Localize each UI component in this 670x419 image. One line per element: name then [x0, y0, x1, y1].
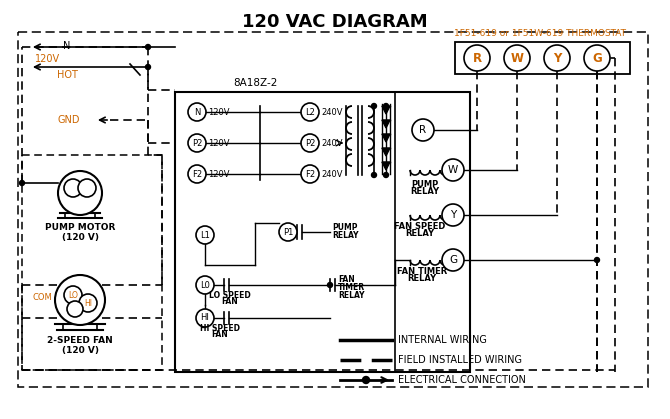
Circle shape [371, 173, 377, 178]
Text: PUMP: PUMP [332, 222, 358, 232]
Circle shape [504, 45, 530, 71]
Text: LO SPEED: LO SPEED [209, 291, 251, 300]
Text: F2: F2 [192, 170, 202, 178]
Text: P2: P2 [192, 139, 202, 147]
Text: R: R [419, 125, 427, 135]
Text: FAN SPEED: FAN SPEED [395, 222, 446, 231]
Circle shape [544, 45, 570, 71]
Circle shape [188, 165, 206, 183]
Text: 2-SPEED FAN
(120 V): 2-SPEED FAN (120 V) [47, 336, 113, 355]
Circle shape [362, 377, 369, 383]
Circle shape [371, 103, 377, 109]
Text: PUMP MOTOR
(120 V): PUMP MOTOR (120 V) [45, 223, 115, 243]
Text: COM: COM [32, 293, 52, 303]
Text: G: G [449, 255, 457, 265]
Circle shape [442, 249, 464, 271]
Text: 1F51-619 or 1F51W-619 THERMOSTAT: 1F51-619 or 1F51W-619 THERMOSTAT [454, 29, 626, 38]
Text: FAN: FAN [222, 297, 239, 306]
Text: ELECTRICAL CONNECTION: ELECTRICAL CONNECTION [398, 375, 526, 385]
Circle shape [145, 65, 151, 70]
Circle shape [301, 103, 319, 121]
Circle shape [145, 44, 151, 49]
Circle shape [67, 301, 83, 317]
Text: GND: GND [58, 115, 80, 125]
Circle shape [279, 223, 297, 241]
Text: FAN: FAN [338, 276, 354, 285]
Circle shape [188, 134, 206, 152]
Text: W: W [448, 165, 458, 175]
Circle shape [196, 309, 214, 327]
Circle shape [328, 282, 332, 287]
Circle shape [383, 103, 389, 109]
Polygon shape [382, 120, 390, 128]
Text: 120V: 120V [208, 170, 230, 178]
Circle shape [412, 119, 434, 141]
Text: W: W [511, 52, 523, 65]
Circle shape [79, 294, 97, 312]
Text: 240V: 240V [321, 170, 342, 178]
Text: RELAY: RELAY [338, 292, 364, 300]
Polygon shape [382, 134, 390, 142]
Circle shape [594, 258, 600, 262]
Polygon shape [382, 106, 390, 114]
Text: LO: LO [68, 290, 78, 300]
Circle shape [78, 179, 96, 197]
Circle shape [19, 181, 25, 186]
Text: RELAY: RELAY [332, 230, 358, 240]
Text: TIMER: TIMER [338, 284, 365, 292]
Text: FIELD INSTALLED WIRING: FIELD INSTALLED WIRING [398, 355, 522, 365]
Text: FAN TIMER: FAN TIMER [397, 267, 447, 276]
Text: G: G [592, 52, 602, 65]
Circle shape [442, 159, 464, 181]
Circle shape [58, 171, 102, 215]
Circle shape [188, 103, 206, 121]
Text: F2: F2 [305, 170, 315, 178]
Text: Y: Y [553, 52, 561, 65]
Circle shape [196, 276, 214, 294]
Text: HI SPEED: HI SPEED [200, 324, 240, 333]
Text: L1: L1 [200, 230, 210, 240]
Text: 240V: 240V [321, 108, 342, 116]
Circle shape [64, 179, 82, 197]
Circle shape [464, 45, 490, 71]
Text: P2: P2 [305, 139, 315, 147]
Text: N: N [63, 41, 71, 51]
Text: N: N [194, 108, 200, 116]
Text: HI: HI [84, 298, 92, 308]
Text: RELAY: RELAY [405, 229, 435, 238]
Text: HOT: HOT [57, 70, 78, 80]
Text: Y: Y [450, 210, 456, 220]
Circle shape [64, 286, 82, 304]
Text: 120V: 120V [208, 108, 230, 116]
Text: HI: HI [200, 313, 210, 323]
Circle shape [442, 204, 464, 226]
Polygon shape [382, 162, 390, 170]
Text: 8A18Z-2: 8A18Z-2 [232, 78, 277, 88]
Circle shape [55, 275, 105, 325]
Text: RELAY: RELAY [411, 187, 440, 196]
Circle shape [301, 165, 319, 183]
Circle shape [301, 134, 319, 152]
Text: 120 VAC DIAGRAM: 120 VAC DIAGRAM [242, 13, 428, 31]
Text: 120V: 120V [35, 54, 60, 64]
Text: R: R [472, 52, 482, 65]
Circle shape [196, 226, 214, 244]
Text: L0: L0 [200, 280, 210, 290]
Circle shape [584, 45, 610, 71]
Text: RELAY: RELAY [407, 274, 437, 283]
Text: 120V: 120V [208, 139, 230, 147]
Text: PUMP: PUMP [411, 180, 439, 189]
Text: 240V: 240V [321, 139, 342, 147]
Circle shape [383, 173, 389, 178]
Text: FAN: FAN [212, 330, 228, 339]
Polygon shape [382, 148, 390, 156]
Text: INTERNAL WIRING: INTERNAL WIRING [398, 335, 487, 345]
Text: L2: L2 [305, 108, 315, 116]
Text: P1: P1 [283, 228, 293, 236]
